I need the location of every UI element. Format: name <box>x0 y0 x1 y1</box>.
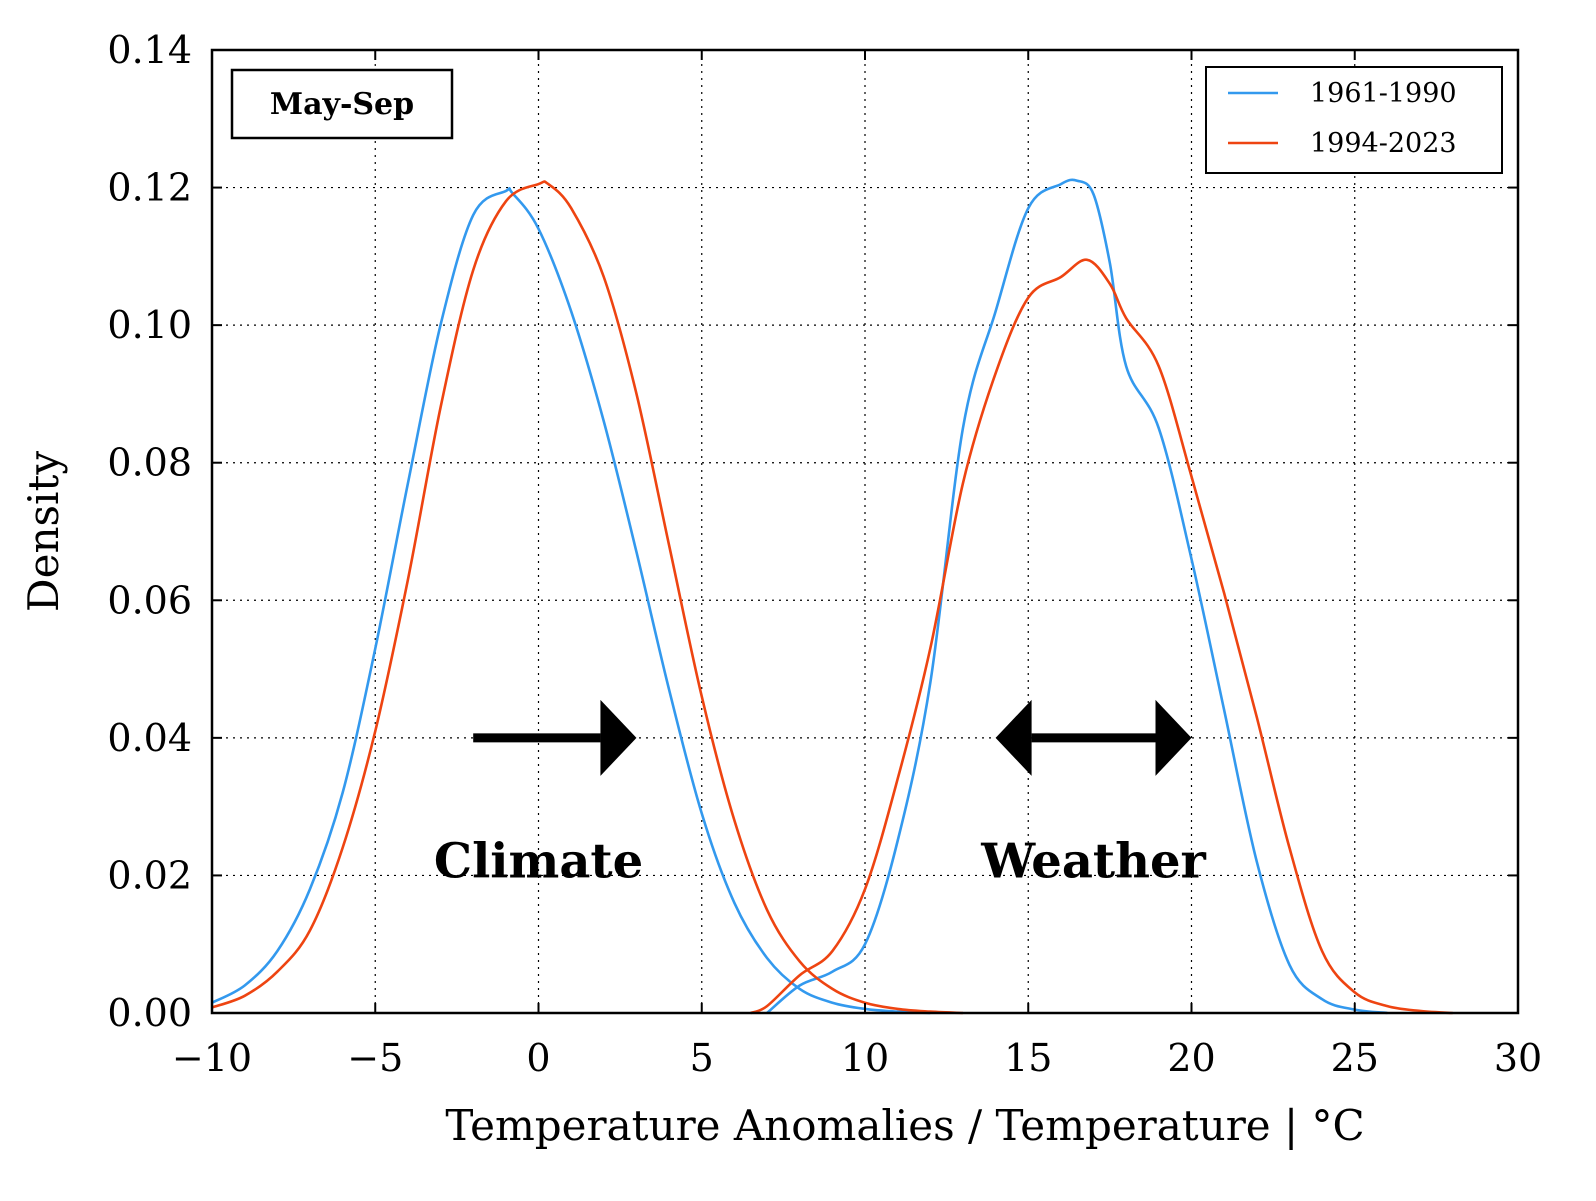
y-tick-label: 0.06 <box>107 578 192 622</box>
series-line-1961-1990-anomaly <box>211 187 931 1015</box>
x-tick-label: 0 <box>526 1036 550 1080</box>
season-label-box: May-Sep <box>230 68 454 140</box>
series-line-1961-1990-temperature <box>766 178 1388 1015</box>
plot-frame <box>210 48 1520 1015</box>
x-tick-label: −5 <box>347 1036 403 1080</box>
climate-arrow-shaft <box>473 733 601 743</box>
y-axis-title: Density <box>19 451 68 612</box>
climate-arrow-head <box>600 699 637 776</box>
x-tick-label: 15 <box>1004 1036 1052 1080</box>
y-tick-label: 0.10 <box>107 303 192 347</box>
annotation-label-weather: Weather <box>980 834 1206 890</box>
y-tick-label: 0.00 <box>107 991 192 1035</box>
y-tick-label: 0.04 <box>107 716 192 760</box>
x-tick-label: 5 <box>690 1036 714 1080</box>
weather-arrow-head-right <box>1155 699 1192 776</box>
weather-arrow-head-left <box>995 699 1032 776</box>
axis-ticks: −10 −5 0 5 10 15 20 25 30 0.00 0.02 0.04 0.06 0.08 0.1… <box>107 28 1542 1080</box>
x-axis-title: Temperature Anomalies / Temperature | °C <box>445 1101 1364 1150</box>
season-label: May-Sep <box>270 87 414 122</box>
legend: 1961-1990 1994-2023 <box>1205 66 1503 174</box>
y-tick-label: 0.02 <box>107 853 192 897</box>
x-tick-label: 30 <box>1494 1036 1542 1080</box>
season-label-frame <box>230 68 454 140</box>
x-tick-label: −10 <box>172 1036 252 1080</box>
y-tick-label: 0.08 <box>107 441 192 485</box>
series-lines <box>211 178 1453 1015</box>
legend-label-1961-1990: 1961-1990 <box>1310 78 1457 109</box>
legend-frame <box>1205 66 1503 174</box>
annotations: Climate Weather <box>434 699 1207 890</box>
y-tick-label: 0.14 <box>107 28 192 72</box>
grid <box>212 50 1518 1013</box>
x-tick-label: 20 <box>1167 1036 1215 1080</box>
legend-label-1994-2023: 1994-2023 <box>1310 128 1457 159</box>
x-tick-label: 10 <box>841 1036 889 1080</box>
x-tick-label: 25 <box>1331 1036 1379 1080</box>
weather-arrow-shaft <box>1031 733 1156 743</box>
y-tick-label: 0.12 <box>107 166 192 210</box>
annotation-label-climate: Climate <box>434 834 643 890</box>
series-line-1994-2023-temperature <box>750 258 1453 1015</box>
